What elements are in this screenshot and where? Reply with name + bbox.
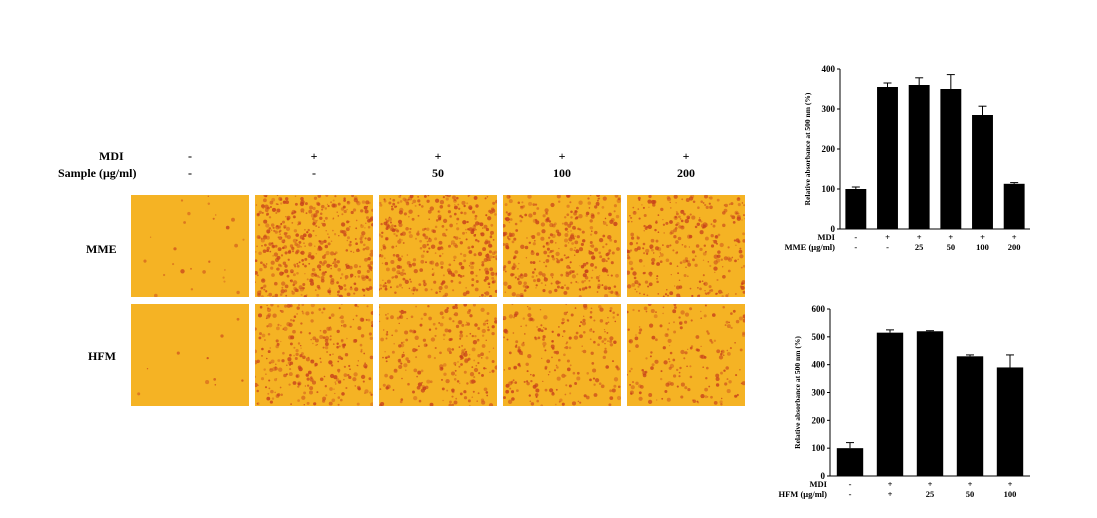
category-label: - [849,479,852,489]
micrograph [255,304,373,406]
category-row-label: MME (μg/ml) [785,242,836,252]
bar [836,448,864,476]
category-label: + [885,232,890,242]
micrograph [255,195,373,297]
mme-absorbance-chart: Relative absorbance at 500 nm (%) 0 100 200… [780,55,1080,265]
row-label-hfm: HFM [88,349,116,363]
mdi-row-label: MDI [99,149,124,163]
category-label: + [917,232,922,242]
y-tick-label: 400 [822,64,836,74]
hfm-absorbance-chart: Relative absorbance at 500 nm (%) 0 100 200… [779,298,1080,513]
category-label: + [968,479,973,489]
bar [916,331,944,476]
mdi-condition: + [434,149,442,163]
mdi-condition: - [188,149,192,163]
category-label: + [948,232,953,242]
row-label-mme: MME [86,242,117,256]
bar [972,115,993,229]
category-label: + [888,479,893,489]
category-row-label: HFM (μg/ml) [779,489,828,499]
category-label: 50 [966,489,975,499]
sample-condition: - [312,166,316,180]
bar [877,87,898,229]
category-label: - [886,242,889,252]
category-row-label: MDI [818,232,836,242]
category-label: 50 [947,242,956,252]
y-tick-label: 0 [831,224,836,234]
bar [1003,183,1025,229]
micrograph [131,304,249,406]
micrograph [379,304,497,406]
y-axis-label: Relative absorbance at 500 nm (%) [793,336,802,449]
category-label: + [1012,232,1017,242]
y-tick-label: 200 [822,144,836,154]
category-label: - [849,489,852,499]
bar [908,85,930,229]
bar [996,367,1024,476]
y-tick-label: 500 [812,332,826,342]
category-label: 25 [926,489,935,499]
mme-chart-svg: Relative absorbance at 500 nm (%) 0 100 200… [785,64,1030,252]
category-label: - [854,242,857,252]
category-label: 100 [1004,489,1017,499]
mdi-condition: + [682,149,690,163]
micrograph [503,304,621,406]
y-tick-label: 400 [812,360,826,370]
category-label: + [888,489,893,499]
sample-condition: - [188,166,192,180]
micrograph [379,195,497,297]
bar [845,189,867,229]
sample-condition: 100 [553,166,571,180]
bar [940,89,962,229]
bar [956,356,984,476]
category-label: + [928,479,933,489]
y-axis-label: Relative absorbance at 500 nm (%) [803,92,812,205]
y-tick-label: 100 [822,184,836,194]
micrograph [627,304,745,406]
category-label: 25 [915,242,924,252]
sample-row-label: Sample (μg/ml) [58,166,137,180]
micrograph [627,195,745,297]
sample-condition: 200 [677,166,695,180]
y-tick-label: 300 [812,388,826,398]
category-label: - [854,232,857,242]
mdi-condition: + [558,149,566,163]
micrograph [503,195,621,297]
y-tick-label: 0 [821,471,826,481]
micrograph [131,195,249,297]
bar [876,332,904,476]
category-row-label: MDI [810,479,828,489]
category-label: 100 [976,242,989,252]
hfm-chart-svg: Relative absorbance at 500 nm (%) 0 100 200… [779,304,1030,499]
y-tick-label: 100 [812,443,826,453]
mdi-condition: + [310,149,318,163]
category-label: + [980,232,985,242]
sample-condition: 50 [432,166,444,180]
category-label: 200 [1008,242,1021,252]
y-tick-label: 300 [822,104,836,114]
y-tick-label: 200 [812,415,826,425]
y-tick-label: 600 [812,304,826,314]
category-label: + [1008,479,1013,489]
